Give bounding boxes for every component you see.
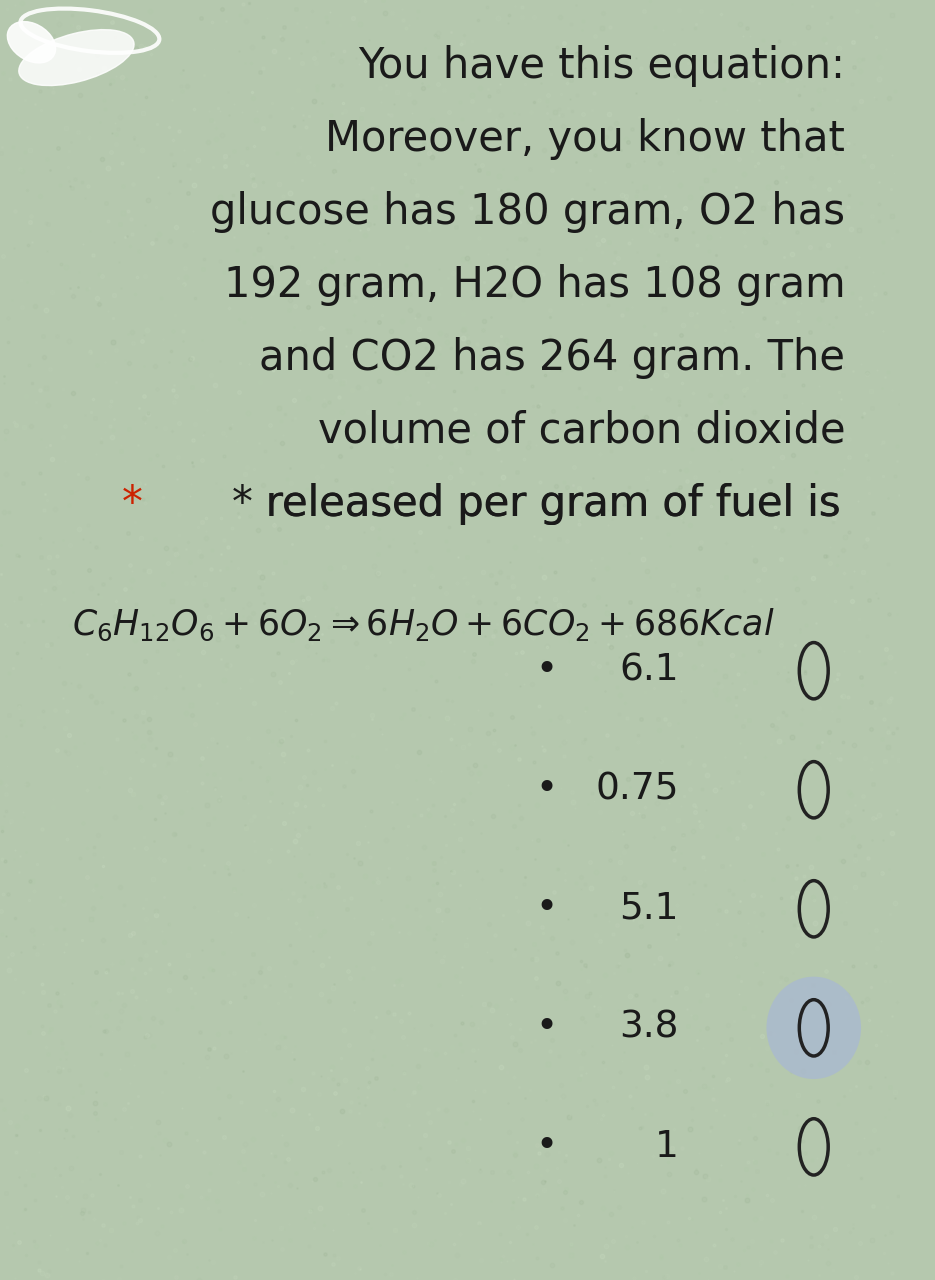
Text: and CO2 has 264 gram. The: and CO2 has 264 gram. The [259, 337, 845, 379]
Ellipse shape [19, 29, 134, 86]
Text: 0.75: 0.75 [596, 772, 679, 808]
Text: •: • [536, 891, 557, 927]
Text: •: • [536, 1010, 557, 1046]
Text: * released per gram of fuel is: * released per gram of fuel is [232, 483, 841, 525]
Text: 3.8: 3.8 [619, 1010, 679, 1046]
Text: 192 gram, H2O has 108 gram: 192 gram, H2O has 108 gram [223, 264, 845, 306]
Ellipse shape [767, 977, 861, 1079]
Text: Moreover, you know that: Moreover, you know that [325, 118, 845, 160]
Text: •: • [536, 1129, 557, 1165]
Text: You have this equation:: You have this equation: [358, 45, 845, 87]
Text: *: * [122, 483, 142, 525]
Text: 1: 1 [655, 1129, 679, 1165]
Text: •: • [536, 653, 557, 689]
Text: 5.1: 5.1 [619, 891, 679, 927]
Text: •: • [536, 772, 557, 808]
Text: released per gram of fuel is: released per gram of fuel is [239, 483, 841, 525]
Text: glucose has 180 gram, O2 has: glucose has 180 gram, O2 has [210, 191, 845, 233]
Ellipse shape [7, 22, 55, 63]
Text: 6.1: 6.1 [619, 653, 679, 689]
Text: $C_6H_{12}O_6 + 6O_2 \Rightarrow 6H_2O + 6CO_2 + 686Kcal$: $C_6H_{12}O_6 + 6O_2 \Rightarrow 6H_2O +… [72, 607, 774, 643]
Text: volume of carbon dioxide: volume of carbon dioxide [318, 410, 845, 452]
